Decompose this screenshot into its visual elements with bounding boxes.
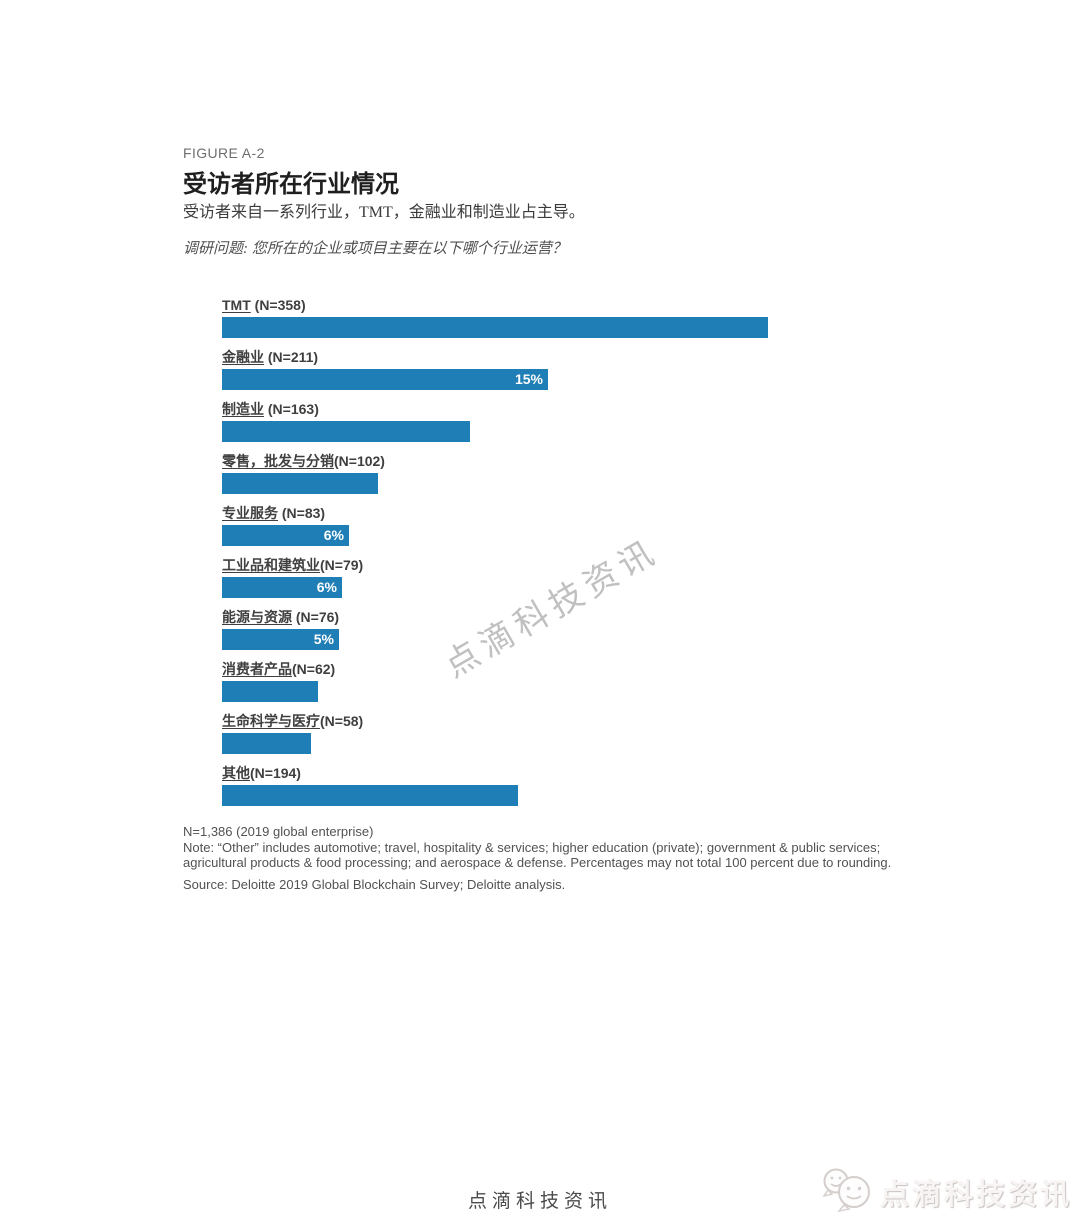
bar-row: 金融业 (N=211) 15%	[222, 349, 842, 390]
bar-n-label: (N=76)	[292, 609, 340, 625]
survey-question: 调研问题: 您所在的企业或项目主要在以下哪个行业运营？	[183, 241, 567, 257]
bar-category-name: 能源与资源	[222, 609, 292, 625]
bar-row: 消费者产品(N=62)	[222, 661, 842, 702]
bar-row: 制造业 (N=163)	[222, 401, 842, 442]
bar	[222, 473, 378, 494]
footnote-source: Source: Deloitte 2019 Global Blockchain …	[183, 876, 566, 892]
bar-category-name: 消费者产品	[222, 661, 292, 677]
bar-value-label: 5%	[313, 631, 334, 647]
bar-n-label: (N=358)	[250, 297, 306, 313]
bar-category-name: 专业服务	[222, 505, 278, 521]
bar-n-label: (N=83)	[278, 505, 326, 521]
chat-bubbles-logo-icon	[821, 1166, 873, 1217]
footnote-note-line-1: Note: “Other” includes automotive; trave…	[183, 839, 881, 855]
bar-row: 工业品和建筑业(N=79) 6%	[222, 557, 842, 598]
bar-category-label: 能源与资源 (N=76)	[222, 609, 842, 626]
bar-n-label: (N=211)	[264, 349, 319, 365]
bar-value-label: 6%	[316, 579, 337, 595]
footnote-note-line-2: agricultural products & food processing;…	[183, 855, 892, 870]
bar-row: 专业服务 (N=83) 6%	[222, 505, 842, 546]
bar-row: 能源与资源 (N=76) 5%	[222, 609, 842, 650]
bar: 6%	[222, 577, 342, 598]
bar-category-name: 零售，批发与分销	[222, 453, 334, 469]
bar-category-label: 零售，批发与分销(N=102)	[222, 453, 842, 470]
bottom-right-watermark: 点滴科技资讯	[821, 1166, 1072, 1217]
bar-category-label: 金融业 (N=211)	[222, 349, 842, 366]
bar-n-label: (N=102)	[334, 453, 385, 469]
bar-category-name: 制造业	[222, 401, 264, 417]
bar-category-name: 金融业	[222, 349, 264, 365]
bar-category-label: 制造业 (N=163)	[222, 401, 842, 418]
bar-category-name: 工业品和建筑业	[222, 557, 320, 573]
bar-n-label: (N=163)	[264, 401, 319, 417]
bar-n-label: (N=62)	[292, 661, 336, 677]
bar-category-name: 生命科学与医疗	[222, 713, 320, 729]
bar	[222, 421, 470, 442]
bar	[222, 785, 518, 806]
bottom-right-brand-text: 点滴科技资讯	[879, 1178, 1072, 1211]
bar-value-label: 6%	[323, 527, 344, 543]
bar-n-label: (N=79)	[320, 557, 364, 573]
bar-row: 其他(N=194)	[222, 765, 842, 806]
bar: 6%	[222, 525, 349, 546]
figure-label: FIGURE A-2	[183, 145, 265, 161]
bar-value-label: 15%	[514, 371, 543, 387]
bar	[222, 733, 311, 754]
bar-row: 生命科学与医疗(N=58)	[222, 713, 842, 754]
page-title: 受访者所在行业情况	[183, 171, 399, 198]
bar-category-label: 生命科学与医疗(N=58)	[222, 713, 842, 730]
bar-row: 零售，批发与分销(N=102)	[222, 453, 842, 494]
bar-chart: TMT (N=358) 金融业 (N=211) 15% 制造业 (N=163) 零售，批…	[222, 297, 842, 817]
bar: 5%	[222, 629, 339, 650]
bar-category-label: 其他(N=194)	[222, 765, 842, 782]
bar-category-label: 专业服务 (N=83)	[222, 505, 842, 522]
footnote-sample-size: N=1,386 (2019 global enterprise)	[183, 824, 374, 839]
bar-n-label: (N=58)	[320, 713, 364, 729]
bar-row: TMT (N=358)	[222, 297, 842, 338]
bar-category-label: TMT (N=358)	[222, 297, 842, 314]
bar-category-name: 其他	[222, 765, 250, 781]
bar-category-label: 消费者产品(N=62)	[222, 661, 842, 678]
bar	[222, 681, 318, 702]
bar-category-name: TMT	[222, 297, 251, 313]
bar: 15%	[222, 369, 548, 390]
bar-n-label: (N=194)	[250, 765, 301, 781]
footer-center-brand: 点滴科技资讯	[467, 1191, 612, 1212]
figure-subtitle: 受访者来自一系列行业，TMT，金融业和制造业占主导。	[183, 204, 585, 221]
footnotes: N=1,386 (2019 global enterprise) Note: “…	[183, 824, 895, 892]
bar-category-label: 工业品和建筑业(N=79)	[222, 557, 842, 574]
bar	[222, 317, 768, 338]
